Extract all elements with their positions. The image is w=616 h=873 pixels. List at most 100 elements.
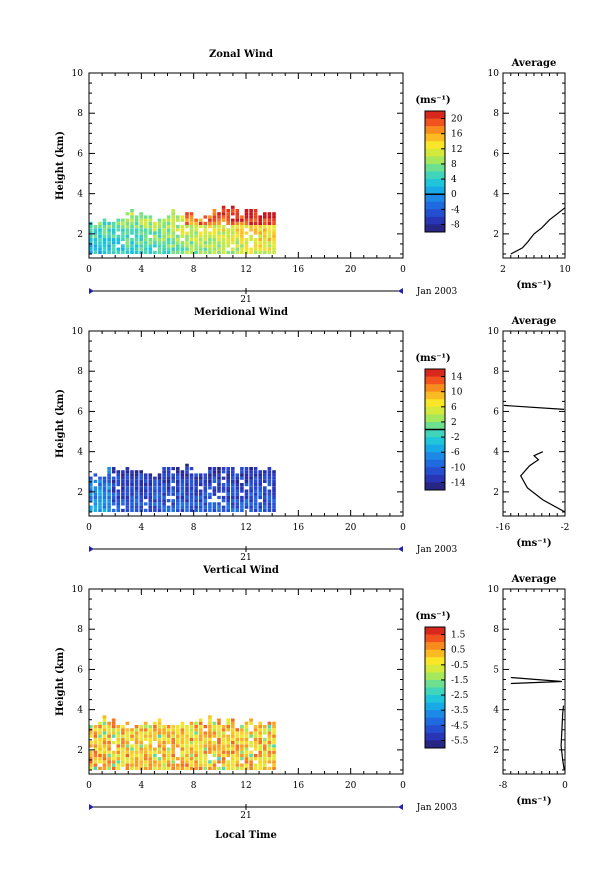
heatmap-cell: [148, 508, 153, 512]
average-y-tick-label: 8: [493, 109, 499, 119]
heatmap-cell: [171, 473, 175, 477]
heatmap-cell: [212, 231, 217, 235]
heatmap-cell: [166, 231, 171, 235]
heatmap-cell: [121, 499, 125, 503]
heatmap-cell: [89, 231, 93, 235]
heatmap-cell: [198, 725, 203, 729]
heatmap-cell: [125, 750, 130, 754]
heatmap-cell: [253, 218, 258, 222]
heatmap-cell: [217, 728, 221, 732]
heatmap-cell: [162, 502, 166, 506]
heatmap-cell: [157, 473, 162, 477]
heatmap-cell: [102, 750, 107, 754]
heatmap-cell: [258, 237, 262, 242]
heatmap-cell: [180, 753, 185, 758]
heatmap-cell: [235, 760, 240, 764]
heatmap-cell: [107, 741, 111, 745]
heatmap-cell: [263, 247, 267, 251]
heatmap-cell: [134, 728, 139, 732]
heatmap-cell: [185, 215, 189, 219]
heatmap-cell: [139, 225, 143, 229]
heatmap-cell: [116, 228, 121, 232]
heatmap-cell: [212, 725, 217, 729]
heatmap-cell: [134, 508, 139, 512]
heatmap-cell: [180, 744, 185, 748]
heatmap-cell: [134, 495, 139, 500]
heatmap-cell: [130, 753, 134, 758]
heatmap-cell: [208, 492, 212, 496]
heatmap-cell: [157, 218, 162, 222]
heatmap-cell: [244, 753, 249, 758]
heatmap-cell: [226, 218, 230, 222]
heatmap-cell: [198, 479, 203, 483]
average-y-tick-label: 6: [493, 407, 499, 417]
heatmap-cell: [267, 725, 272, 729]
heatmap-cell: [107, 489, 111, 493]
heatmap-cell: [258, 744, 262, 748]
heatmap-cell: [258, 215, 262, 219]
heatmap-cell: [93, 734, 98, 738]
heatmap-cell: [189, 237, 194, 242]
heatmap-cell: [212, 486, 217, 490]
colorbar-swatch: [425, 216, 445, 225]
heatmap-cell: [253, 737, 258, 741]
heatmap-cell: [258, 750, 262, 754]
heatmap-cell: [171, 228, 175, 232]
heatmap-cell: [240, 502, 244, 506]
colorbar-swatch: [425, 452, 445, 461]
heatmap-cell: [130, 499, 134, 503]
heatmap-cell: [263, 237, 267, 242]
heatmap-cell: [89, 499, 93, 503]
heatmap-cell: [226, 209, 230, 213]
heatmap-cell: [185, 763, 189, 767]
heatmap-cell: [203, 508, 208, 512]
heatmap-cell: [263, 231, 267, 235]
heatmap-cell: [221, 725, 226, 729]
heatmap-cell: [102, 476, 107, 480]
heatmap-cell: [111, 728, 116, 732]
heatmap-cell: [107, 499, 111, 503]
heatmap-cell: [263, 737, 267, 741]
heatmap-cell: [130, 737, 134, 741]
heatmap-cell: [194, 499, 198, 503]
heatmap-cell: [111, 237, 116, 242]
heatmap-cell: [203, 741, 208, 745]
heatmap-cell: [134, 766, 139, 770]
heatmap-cell: [240, 476, 244, 480]
heatmap-cell: [107, 760, 111, 764]
y-tick-label: 10: [72, 327, 84, 337]
heatmap-cell: [93, 492, 98, 496]
heatmap-cell: [231, 205, 235, 209]
colorbar-swatch: [425, 672, 445, 681]
heatmap-cell: [267, 231, 272, 235]
heatmap-cell: [235, 225, 240, 229]
heatmap-cell: [93, 508, 98, 512]
heatmap-cell: [176, 495, 180, 500]
heatmap-cell: [121, 476, 125, 480]
heatmap-cell: [221, 750, 226, 754]
colorbar-frame: [424, 110, 446, 233]
heatmap-cell: [226, 215, 230, 219]
x-tick-label: 20: [345, 781, 357, 791]
heatmap-cell: [185, 234, 189, 238]
heatmap-cell: [253, 467, 258, 471]
heatmap-cell: [166, 234, 171, 238]
heatmap-cell: [212, 502, 217, 506]
heatmap-cell: [217, 221, 221, 225]
heatmap-cell: [235, 744, 240, 748]
heatmap-cell: [176, 225, 180, 229]
heatmap-cell: [157, 495, 162, 500]
heatmap-cell: [217, 737, 221, 741]
heatmap-cell: [134, 734, 139, 738]
heatmap-cell: [263, 495, 267, 500]
heatmap-cell: [89, 486, 93, 490]
y-tick-label: 4: [77, 190, 83, 200]
heatmap-cell: [240, 244, 244, 248]
heatmap-cell: [212, 241, 217, 245]
heatmap-cell: [249, 218, 253, 222]
heatmap-cell: [249, 215, 253, 219]
heatmap-cell: [217, 508, 221, 512]
heatmap-cell: [134, 492, 139, 496]
heatmap-cell: [198, 721, 203, 725]
